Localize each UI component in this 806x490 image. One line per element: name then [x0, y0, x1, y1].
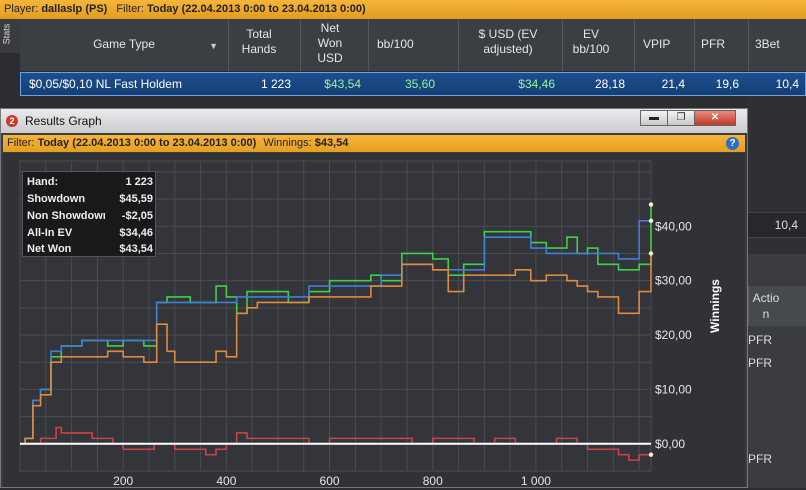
col-header-label: Game Type [93, 37, 155, 51]
stats-table-header: Game Type ▼ Total Hands Net Won USD bb/1… [20, 19, 806, 71]
series-end-point-0 [648, 202, 654, 207]
graph-filter-value[interactable]: Today (22.04.2013 0:00 to 23.04.2013 0:0… [37, 137, 257, 149]
help-icon[interactable]: ? [726, 137, 739, 150]
background-pfr-2: PFR [748, 356, 772, 370]
y-tick-label: $30,00 [655, 274, 692, 288]
results-graph-window[interactable]: 2 Results Graph ▬ ❐ ✕ Filter: Today (22.… [0, 108, 748, 488]
series-end-point-1 [648, 218, 654, 224]
close-button[interactable]: ✕ [694, 110, 736, 126]
sort-dropdown-icon[interactable]: ▼ [209, 41, 218, 51]
stats-tab-label: Stats [1, 23, 12, 45]
table-row[interactable]: $0,05/$0,10 NL Fast Holdem 1 223 $43,54 … [20, 72, 806, 96]
col-header-ev-bb100[interactable]: EV bb/100 [562, 19, 634, 71]
x-tick-label: 600 [320, 474, 340, 487]
maximize-button[interactable]: ❐ [667, 110, 695, 126]
winnings-label: Winnings: [263, 137, 312, 149]
col-header-pfr[interactable]: PFR [694, 19, 748, 71]
player-name[interactable]: dallaslp (PS) [41, 3, 108, 15]
cell-usd-ev: $34,46 [518, 77, 555, 91]
cell-net-won: $43,54 [324, 77, 361, 91]
filter-label: Filter: [116, 3, 144, 15]
series-line-1 [20, 220, 651, 445]
cell-ev-bb100: 28,18 [594, 77, 625, 91]
col-header-vpip[interactable]: VPIP [634, 19, 694, 71]
x-tick-label: 800 [423, 474, 443, 487]
col-header-net-won[interactable]: Net Won USD [300, 19, 368, 71]
y-tick-label: $10,00 [655, 382, 692, 396]
y-tick-label: $40,00 [655, 219, 692, 233]
y-axis-label: Winnings [708, 279, 722, 333]
player-filter-bar: Player: dallaslp (PS) Filter: Today (22.… [0, 0, 806, 19]
graph-filter-bar: Filter: Today (22.04.2013 0:00 to 23.04.… [3, 135, 745, 152]
legend-row-non-showdown: Non Showdown -$2,05 [27, 210, 153, 222]
cell-3bet: 10,4 [775, 77, 799, 91]
stats-side-tab[interactable]: Stats [0, 19, 21, 53]
graph-filter-label: Filter: [7, 137, 35, 149]
background-action-header[interactable]: Actio n [748, 286, 806, 326]
col-header-total-hands[interactable]: Total Hands [228, 19, 300, 71]
x-tick-label: 1 000 [521, 474, 551, 487]
col-header-3bet[interactable]: 3Bet [748, 19, 806, 71]
cell-total-hands: 1 223 [260, 77, 291, 91]
series-end-point-2 [648, 251, 654, 256]
series-end-point-3 [648, 452, 654, 457]
col-header-usd-ev[interactable]: $ USD (EV adjusted) [458, 19, 562, 71]
legend-row-hand: Hand: 1 223 [27, 176, 153, 188]
filter-value[interactable]: Today (22.04.2013 0:00 to 23.04.2013 0:0… [146, 3, 366, 15]
hand-summary-legend: Hand: 1 223 Showdown $45,59 Non Showdown -$… [22, 171, 156, 257]
cell-vpip: 21,4 [661, 77, 685, 91]
x-tick-label: 200 [113, 474, 133, 487]
background-row: 10,4 [748, 212, 806, 238]
window-badge-icon: 2 [6, 115, 18, 127]
background-pfr-1: PFR [748, 333, 772, 347]
series-line-3 [20, 426, 651, 461]
y-tick-label: $20,00 [655, 328, 692, 342]
legend-row-showdown: Showdown $45,59 [27, 193, 153, 205]
cell-game-type: $0,05/$0,10 NL Fast Holdem [29, 77, 182, 91]
cell-pfr: 19,6 [715, 77, 739, 91]
series-line-2 [20, 253, 652, 445]
winnings-value: $43,54 [314, 137, 349, 149]
window-titlebar[interactable]: 2 Results Graph ▬ ❐ ✕ [1, 109, 747, 133]
cell-bb100: 35,60 [404, 77, 435, 91]
background-pfr-3: PFR [748, 452, 772, 466]
legend-row-net-won: Net Won $43,54 [27, 243, 153, 255]
legend-row-allin-ev: All-In EV $34,46 [27, 227, 153, 239]
col-header-game-type[interactable]: Game Type ▼ [20, 19, 228, 71]
y-tick-label: $0,00 [655, 437, 685, 451]
background-3bet-value: 10,4 [774, 218, 798, 232]
window-title: Results Graph [25, 114, 102, 128]
player-label: Player: [4, 3, 39, 15]
x-tick-label: 400 [216, 474, 236, 487]
minimize-button[interactable]: ▬ [640, 110, 668, 126]
col-header-bb100[interactable]: bb/100 [368, 19, 458, 71]
